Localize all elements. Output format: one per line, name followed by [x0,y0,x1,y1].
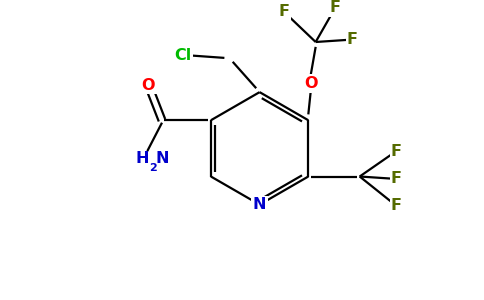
Text: F: F [391,144,402,159]
Text: 2: 2 [149,163,156,173]
Text: Cl: Cl [174,48,192,63]
Text: F: F [347,32,358,47]
Text: F: F [391,198,402,213]
Text: O: O [304,76,318,91]
Text: F: F [391,171,402,186]
Text: F: F [330,0,341,15]
Text: N: N [253,197,266,212]
Text: H: H [136,151,149,166]
Text: F: F [278,4,289,19]
Text: N: N [156,151,169,166]
Text: O: O [141,77,155,92]
